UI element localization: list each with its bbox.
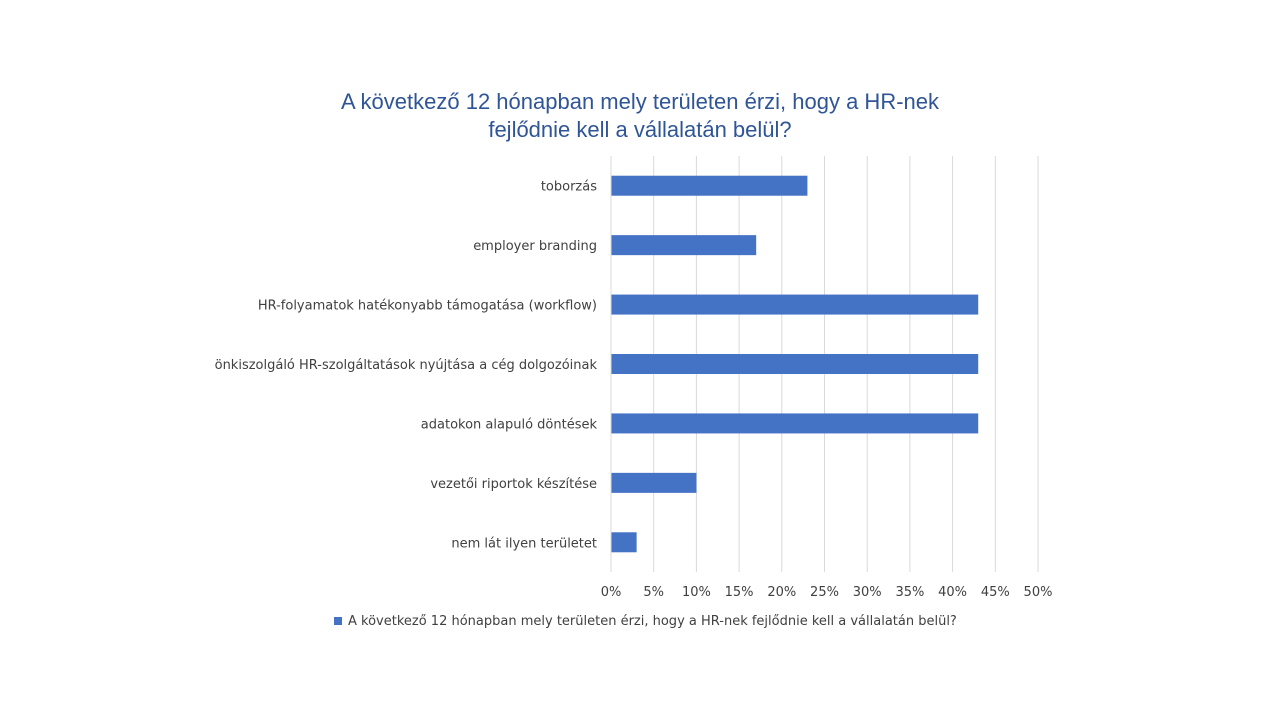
- x-tick-label: 15%: [725, 585, 754, 600]
- x-tick-label: 25%: [810, 585, 839, 600]
- chart-title-line-2: fejlődnie kell a vállalatán belül?: [488, 117, 792, 142]
- category-label: toborzás: [541, 180, 597, 195]
- category-label: önkiszolgáló HR-szolgáltatások nyújtása …: [215, 358, 598, 373]
- category-label: employer branding: [473, 239, 597, 254]
- bar: [611, 294, 979, 315]
- chart-title: A következő 12 hónapban mely területen é…: [240, 88, 1040, 144]
- legend: A következő 12 hónapban mely területen é…: [334, 612, 957, 630]
- legend-swatch: [334, 617, 342, 625]
- category-label: nem lát ilyen területet: [451, 536, 597, 551]
- bar: [611, 532, 637, 553]
- x-tick-label: 20%: [767, 585, 796, 600]
- chart-title-line-1: A következő 12 hónapban mely területen é…: [340, 89, 940, 114]
- bar: [611, 175, 808, 196]
- x-tick-label: 40%: [938, 585, 967, 600]
- category-label: adatokon alapuló döntések: [421, 417, 598, 432]
- x-tick-label: 45%: [981, 585, 1010, 600]
- x-tick-label: 0%: [601, 585, 622, 600]
- x-tick-label: 50%: [1024, 585, 1053, 600]
- category-label: HR-folyamatok hatékonyabb támogatása (wo…: [258, 299, 597, 314]
- category-label: vezetői riportok készítése: [430, 477, 597, 492]
- x-tick-label: 35%: [895, 585, 924, 600]
- legend-label: A következő 12 hónapban mely területen é…: [348, 613, 957, 629]
- x-tick-label: 5%: [643, 585, 664, 600]
- x-tick-label: 10%: [682, 585, 711, 600]
- bar: [611, 472, 697, 493]
- x-tick-label: 30%: [853, 585, 882, 600]
- bar: [611, 235, 757, 256]
- bar: [611, 413, 979, 434]
- bar: [611, 354, 979, 374]
